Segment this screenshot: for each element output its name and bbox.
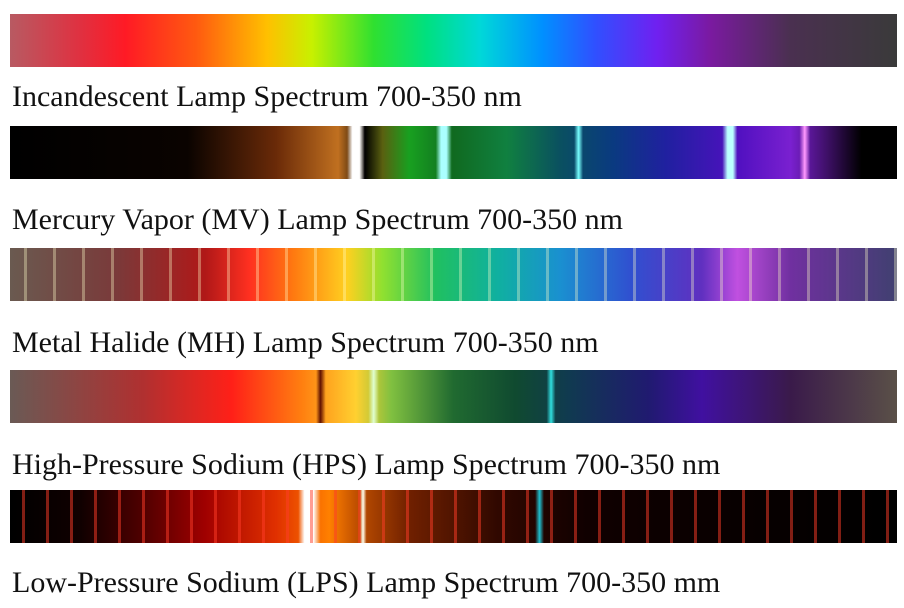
caption: Incandescent Lamp Spectrum 700-350 nm bbox=[12, 79, 522, 115]
spectrum-band bbox=[10, 248, 897, 301]
caption: Mercury Vapor (MV) Lamp Spectrum 700-350… bbox=[12, 202, 623, 238]
caption: Metal Halide (MH) Lamp Spectrum 700-350 … bbox=[12, 325, 599, 361]
caption: Low-Pressure Sodium (LPS) Lamp Spectrum … bbox=[12, 565, 720, 601]
spectrum-band bbox=[10, 126, 897, 179]
spectrum-band bbox=[10, 14, 897, 67]
page: Incandescent Lamp Spectrum 700-350 nm Me… bbox=[0, 0, 904, 608]
spectrum-band bbox=[10, 490, 897, 543]
caption: High-Pressure Sodium (HPS) Lamp Spectrum… bbox=[12, 447, 720, 483]
spectrum-band bbox=[10, 370, 897, 423]
